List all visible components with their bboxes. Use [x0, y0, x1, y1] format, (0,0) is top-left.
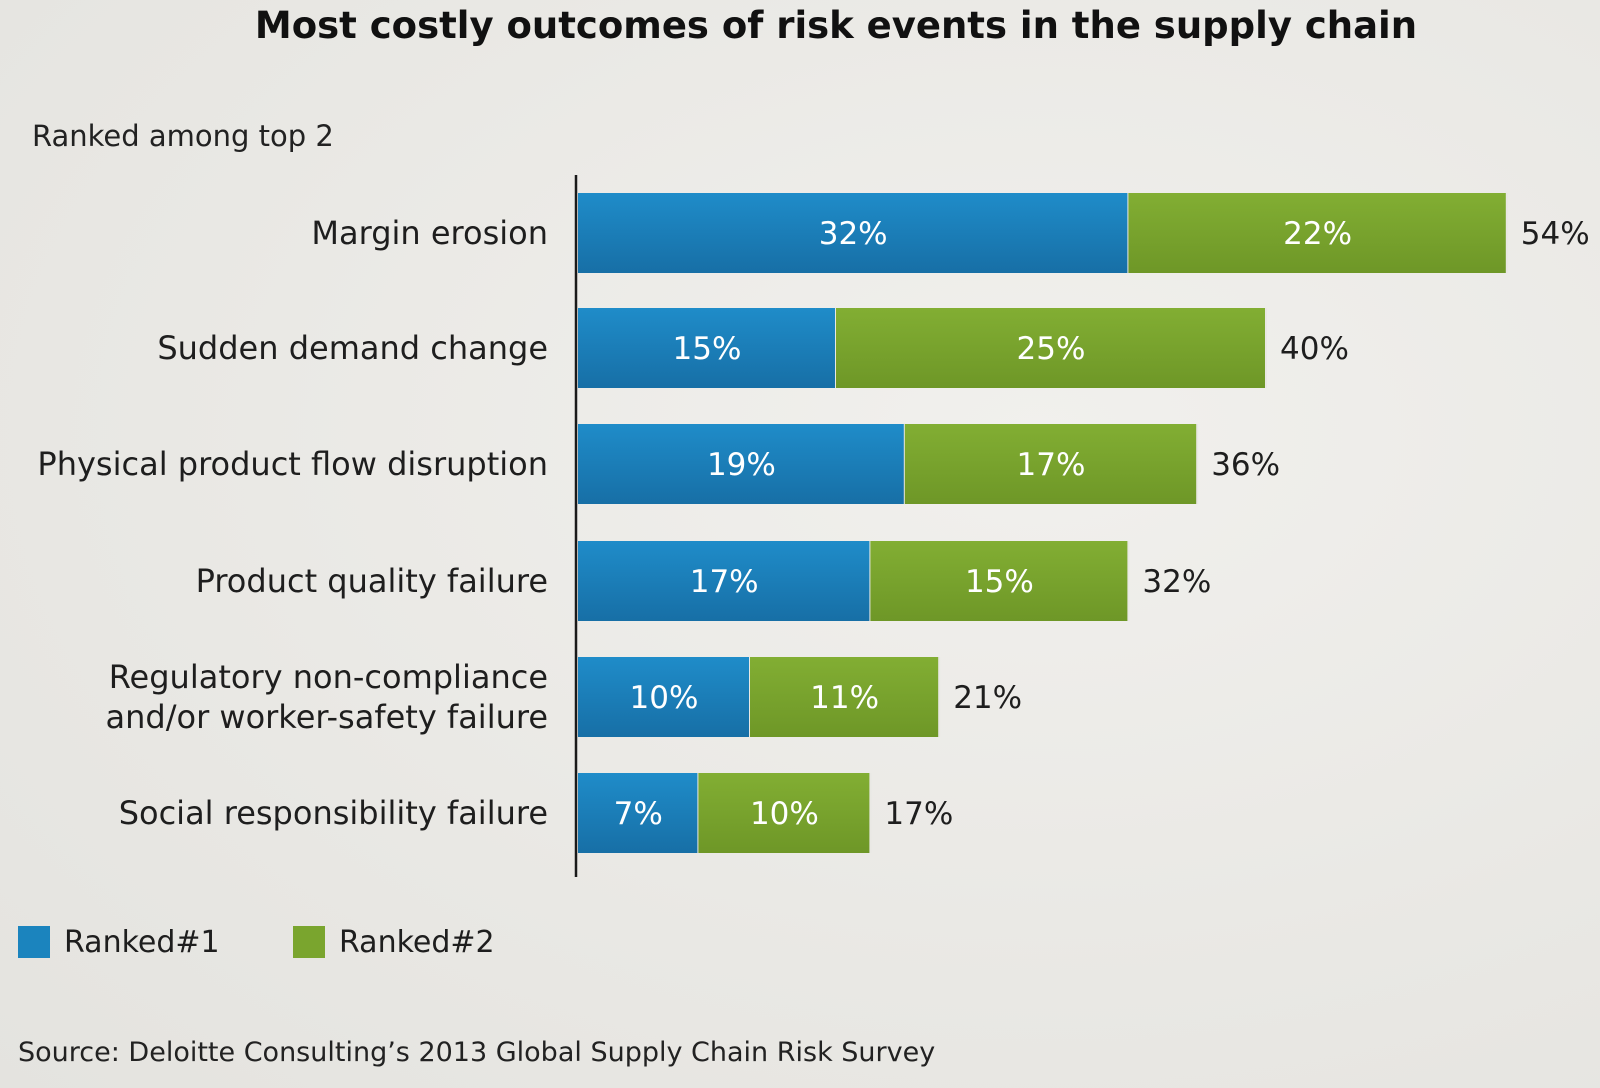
- category-label: Product quality failure: [196, 562, 548, 600]
- source-note: Source: Deloitte Consulting’s 2013 Globa…: [18, 1037, 935, 1068]
- legend-label-ranked-2: Ranked#2: [339, 925, 495, 960]
- bar-segment-ranked-2: [698, 773, 871, 853]
- legend-swatch-ranked-2: [293, 926, 325, 958]
- category-label-line: Social responsibility failure: [119, 794, 548, 832]
- bar-segment-ranked-2: [1128, 193, 1507, 273]
- data-label-ranked-2: 10%: [750, 796, 819, 832]
- category-label-line: Product quality failure: [196, 562, 548, 600]
- category-label: Margin erosion: [311, 214, 548, 252]
- data-label-ranked-1: 17%: [690, 564, 759, 600]
- total-label: 17%: [884, 796, 953, 832]
- bar-segment-ranked-1: [578, 193, 1129, 273]
- category-label: Social responsibility failure: [119, 794, 548, 832]
- bar-segment-ranked-1: [578, 657, 750, 737]
- legend: Ranked#1 Ranked#2: [18, 925, 495, 960]
- data-label-ranked-2: 15%: [965, 564, 1034, 600]
- data-label-ranked-2: 11%: [810, 680, 879, 716]
- bar-segment-ranked-2: [836, 308, 1266, 388]
- total-label: 40%: [1280, 331, 1349, 367]
- bar-segment-ranked-2: [870, 541, 1129, 621]
- bar-segment-ranked-1: [578, 424, 905, 504]
- total-label: 32%: [1142, 564, 1211, 600]
- chart-subtitle: Ranked among top 2: [32, 119, 334, 153]
- legend-swatch-ranked-1: [18, 926, 50, 958]
- bars-layer: Margin erosion 32% 22% 54% Sudden demand cha…: [37, 193, 1590, 853]
- data-label-ranked-2: 22%: [1283, 216, 1352, 252]
- bar-segment-ranked-1: [578, 773, 699, 853]
- data-label-ranked-1: 32%: [819, 216, 888, 252]
- category-label: Regulatory non-compliance and/or worker-s…: [106, 658, 549, 736]
- data-label-ranked-1: 10%: [630, 680, 699, 716]
- total-label: 36%: [1211, 447, 1280, 483]
- category-label: Physical product flow disruption: [37, 445, 548, 483]
- bar-segment-ranked-2: [904, 424, 1198, 504]
- chart-title: Most costly outcomes of risk events in t…: [255, 4, 1417, 47]
- category-label-line: Physical product flow disruption: [37, 445, 548, 483]
- data-label-ranked-2: 17%: [1017, 447, 1086, 483]
- data-label-ranked-1: 15%: [673, 331, 742, 367]
- bar-segment-ranked-1: [578, 541, 871, 621]
- bar-segment-ranked-1: [578, 308, 836, 388]
- data-label-ranked-1: 19%: [707, 447, 776, 483]
- category-label-line: and/or worker-safety failure: [106, 698, 549, 736]
- category-label-line: Margin erosion: [311, 214, 548, 252]
- data-label-ranked-1: 7%: [614, 796, 663, 832]
- category-label-line: Regulatory non-compliance: [109, 658, 548, 696]
- total-label: 21%: [953, 680, 1022, 716]
- bar-segment-ranked-2: [750, 657, 940, 737]
- legend-label-ranked-1: Ranked#1: [64, 925, 220, 960]
- total-label: 54%: [1521, 216, 1590, 252]
- category-label: Sudden demand change: [157, 329, 548, 367]
- data-label-ranked-2: 25%: [1017, 331, 1086, 367]
- category-label-line: Sudden demand change: [157, 329, 548, 367]
